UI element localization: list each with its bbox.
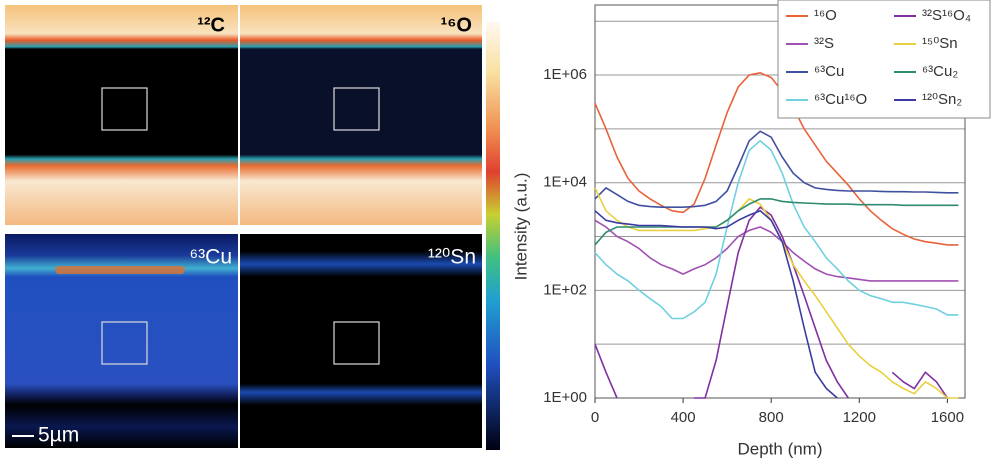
y-axis-label: Intensity (a.u.): [511, 173, 530, 281]
series-line: [594, 209, 838, 399]
x-tick-label: 1200: [843, 409, 876, 426]
y-tick-label: 1E+00: [543, 389, 587, 406]
image-c: [5, 5, 238, 225]
y-tick-label: 1E+02: [543, 281, 587, 298]
series-line: [594, 71, 959, 246]
color-bar: [486, 22, 500, 450]
legend-label: ¹²⁰Sn₂: [922, 91, 962, 108]
series-line: [594, 130, 959, 208]
series-line: [594, 139, 959, 320]
legend-box: [777, 0, 991, 119]
x-tick-label: 400: [671, 409, 696, 426]
legend-label: ⁶³Cu¹⁶O: [814, 91, 867, 108]
roi-box: [101, 321, 148, 365]
legend-label: ¹⁶O: [814, 7, 837, 24]
legend-label: ¹⁵⁰Sn: [922, 35, 958, 52]
roi-box: [333, 87, 380, 131]
image-label: ¹²⁰Sn: [428, 246, 476, 269]
series-line: [594, 206, 949, 399]
image-sn: [240, 234, 482, 448]
scale-bar-label: 5µm: [38, 424, 79, 447]
x-tick-label: 800: [759, 409, 784, 426]
x-axis-label: Depth (nm): [737, 439, 822, 458]
image-label: ⁶³Cu: [190, 246, 232, 269]
legend-label: ⁶³Cu₂: [922, 63, 958, 80]
roi-box: [333, 321, 380, 365]
x-tick-label: 0: [591, 409, 599, 426]
series-line: [594, 219, 959, 282]
legend-label: ³²S¹⁶O₄: [922, 7, 971, 24]
image-label: ¹⁶O: [441, 14, 472, 36]
y-tick-label: 1E+04: [543, 174, 587, 191]
legend-label: ⁶³Cu: [814, 63, 844, 80]
image-o: [240, 5, 482, 225]
hotspot: [55, 266, 185, 274]
legend-label: ³²S: [814, 35, 834, 52]
y-tick-label: 1E+06: [543, 66, 587, 83]
roi-box: [101, 87, 148, 131]
image-label: ¹²C: [197, 14, 225, 36]
series-line: [594, 198, 959, 246]
x-tick-label: 1600: [931, 409, 964, 426]
